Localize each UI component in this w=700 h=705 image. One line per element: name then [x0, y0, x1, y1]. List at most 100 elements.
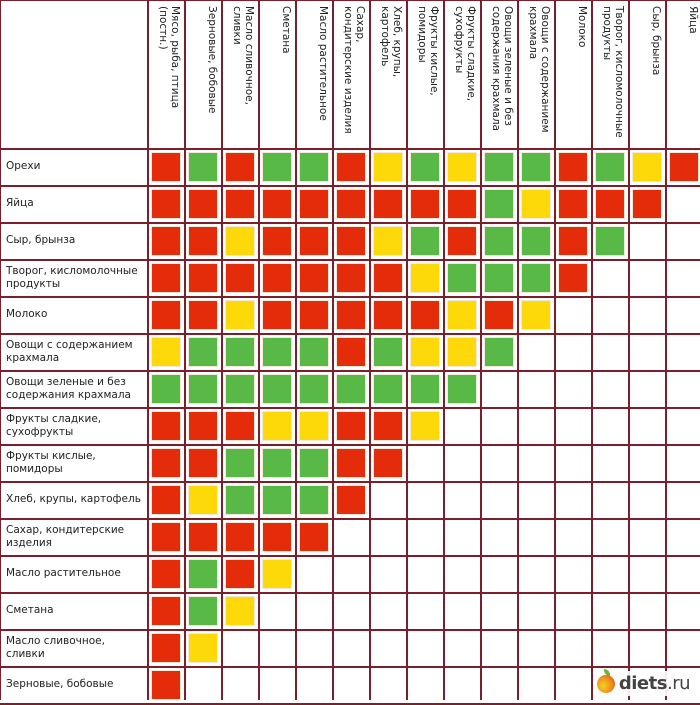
compatibility-cell	[370, 297, 406, 333]
compatibility-cell	[259, 556, 295, 592]
compatibility-cell	[222, 334, 258, 370]
compatibility-cell	[185, 482, 221, 518]
compatibility-mark-compatible	[263, 486, 291, 514]
compatibility-mark-incompatible	[189, 412, 217, 440]
compatibility-cell	[555, 223, 591, 259]
compatibility-mark-incompatible	[300, 301, 328, 329]
compatibility-mark-compatible	[152, 375, 180, 403]
column-header: Фрукты кислые, помидоры	[406, 0, 443, 148]
compatibility-cell	[296, 223, 332, 259]
compatibility-mark-incompatible	[485, 301, 513, 329]
compatibility-mark-incompatible	[263, 264, 291, 292]
compatibility-mark-incompatible	[226, 153, 254, 181]
column-header-label: Фрукты кислые, помидоры	[416, 6, 440, 96]
compatibility-cell	[444, 334, 480, 370]
compatibility-cell	[296, 482, 332, 518]
compatibility-cell	[407, 223, 443, 259]
compatibility-cell	[296, 149, 332, 185]
compatibility-cell	[296, 260, 332, 296]
compatibility-cell	[259, 260, 295, 296]
compatibility-mark-incompatible	[374, 264, 402, 292]
column-header-label: Яйца	[687, 6, 699, 34]
compatibility-mark-acceptable	[189, 486, 217, 514]
compatibility-cell	[444, 186, 480, 222]
column-header-label: Масло растительное	[317, 6, 329, 121]
column-header: Сыр, брынза	[628, 0, 665, 148]
compatibility-mark-acceptable	[226, 301, 254, 329]
compatibility-cell	[370, 223, 406, 259]
compatibility-mark-incompatible	[337, 301, 365, 329]
compatibility-mark-compatible	[411, 227, 439, 255]
grid-line	[0, 296, 700, 298]
compatibility-cell	[296, 371, 332, 407]
compatibility-cell	[148, 593, 184, 629]
column-header: Молоко	[554, 0, 591, 148]
column-header: Зерновые, бобовые	[184, 0, 221, 148]
compatibility-cell	[185, 334, 221, 370]
row-header-label: Сметана	[6, 604, 54, 616]
compatibility-mark-incompatible	[152, 560, 180, 588]
compatibility-cell	[666, 149, 700, 185]
compatibility-cell	[148, 519, 184, 555]
compatibility-mark-incompatible	[189, 190, 217, 218]
compatibility-cell	[555, 149, 591, 185]
compatibility-cell	[370, 445, 406, 481]
compatibility-mark-compatible	[300, 153, 328, 181]
compatibility-mark-incompatible	[226, 523, 254, 551]
compatibility-mark-compatible	[596, 153, 624, 181]
compatibility-mark-incompatible	[337, 190, 365, 218]
compatibility-mark-compatible	[263, 338, 291, 366]
compatibility-mark-incompatible	[300, 264, 328, 292]
compatibility-mark-acceptable	[189, 634, 217, 662]
column-header-label: Сметана	[280, 6, 292, 54]
compatibility-cell	[148, 667, 184, 703]
compatibility-mark-acceptable	[448, 301, 476, 329]
compatibility-cell	[444, 260, 480, 296]
compatibility-mark-compatible	[300, 486, 328, 514]
compatibility-mark-incompatible	[152, 597, 180, 625]
compatibility-mark-incompatible	[411, 190, 439, 218]
compatibility-cell	[333, 408, 369, 444]
compatibility-mark-incompatible	[263, 523, 291, 551]
column-header-label: Сахар, кондитерские изделия	[342, 6, 366, 134]
compatibility-mark-compatible	[411, 375, 439, 403]
grid-line	[0, 555, 700, 557]
grid-line	[0, 481, 700, 483]
compatibility-cell	[148, 408, 184, 444]
compatibility-mark-acceptable	[448, 338, 476, 366]
compatibility-mark-acceptable	[263, 560, 291, 588]
compatibility-mark-incompatible	[300, 523, 328, 551]
compatibility-cell	[296, 408, 332, 444]
compatibility-mark-compatible	[263, 449, 291, 477]
compatibility-mark-compatible	[189, 338, 217, 366]
grid-line	[0, 666, 700, 668]
compatibility-cell	[148, 149, 184, 185]
compatibility-mark-acceptable	[152, 338, 180, 366]
compatibility-mark-compatible	[263, 375, 291, 403]
compatibility-cell	[259, 334, 295, 370]
column-header-label: Молоко	[576, 6, 588, 48]
compatibility-cell	[407, 260, 443, 296]
compatibility-mark-incompatible	[670, 153, 698, 181]
compatibility-cell	[148, 223, 184, 259]
compatibility-cell	[592, 223, 628, 259]
grid-line	[258, 0, 260, 700]
compatibility-cell	[296, 186, 332, 222]
compatibility-mark-incompatible	[263, 301, 291, 329]
compatibility-cell	[333, 445, 369, 481]
grid-line	[0, 0, 700, 1]
column-header: Сметана	[258, 0, 295, 148]
compatibility-mark-incompatible	[559, 227, 587, 255]
compatibility-cell	[407, 408, 443, 444]
compatibility-cell	[259, 149, 295, 185]
compatibility-mark-compatible	[411, 153, 439, 181]
compatibility-cell	[185, 297, 221, 333]
compatibility-cell	[222, 223, 258, 259]
grid-line	[591, 0, 593, 700]
compatibility-cell	[629, 186, 665, 222]
compatibility-cell	[555, 186, 591, 222]
compatibility-mark-compatible	[374, 375, 402, 403]
compatibility-mark-incompatible	[337, 227, 365, 255]
column-header: Овощи зеленые и без содержания крахмала	[480, 0, 517, 148]
